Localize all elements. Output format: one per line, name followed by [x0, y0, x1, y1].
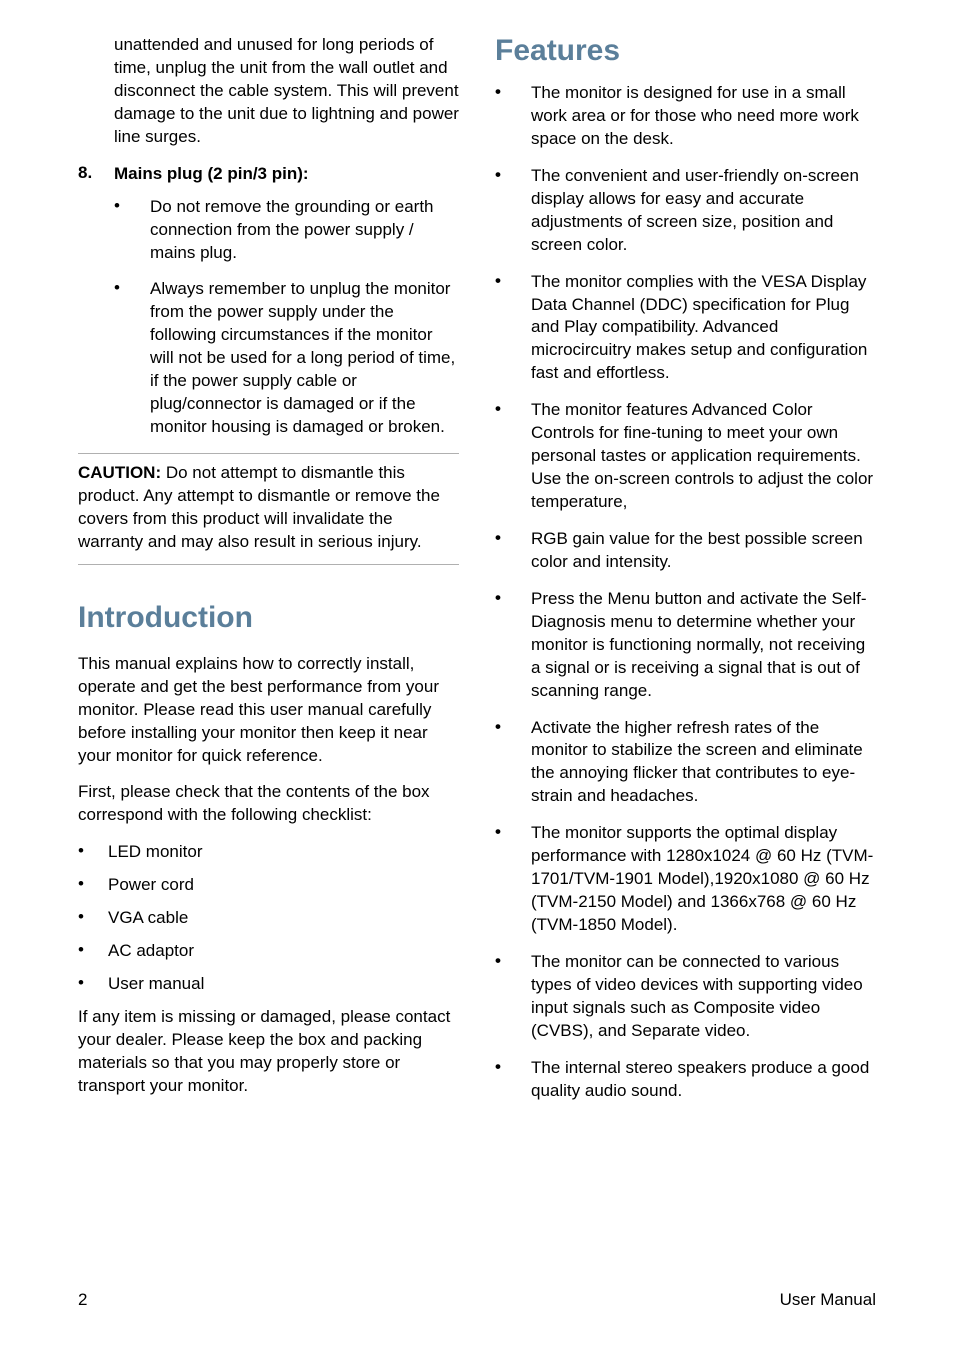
feature-text: The monitor complies with the VESA Displ…	[531, 271, 876, 386]
features-heading: Features	[495, 34, 876, 68]
feature-item: • RGB gain value for the best possible s…	[495, 528, 876, 574]
sub-bullet-list: • Do not remove the grounding or earth c…	[78, 196, 459, 439]
checklist-text: AC adaptor	[108, 940, 194, 963]
feature-item: • The convenient and user-friendly on-sc…	[495, 165, 876, 257]
feature-item: • The monitor complies with the VESA Dis…	[495, 271, 876, 386]
feature-text: The internal stereo speakers produce a g…	[531, 1057, 876, 1103]
intro-paragraph-1: This manual explains how to correctly in…	[78, 653, 459, 768]
bullet-dot: •	[114, 278, 150, 439]
bullet-dot: •	[495, 717, 531, 809]
checklist-item: • AC adaptor	[78, 940, 459, 963]
feature-item: • Press the Menu button and activate the…	[495, 588, 876, 703]
feature-text: The convenient and user-friendly on-scre…	[531, 165, 876, 257]
sub-bullet-text: Do not remove the grounding or earth con…	[150, 196, 459, 265]
checklist-text: VGA cable	[108, 907, 188, 930]
intro-paragraph-2: First, please check that the contents of…	[78, 781, 459, 827]
checklist-text: LED monitor	[108, 841, 202, 864]
bullet-dot: •	[495, 588, 531, 703]
page-number: 2	[78, 1290, 87, 1310]
bullet-dot: •	[495, 82, 531, 151]
footer: 2 User Manual	[78, 1290, 876, 1310]
feature-text: The monitor supports the optimal display…	[531, 822, 876, 937]
bullet-dot: •	[114, 196, 150, 265]
bullet-dot: •	[78, 841, 108, 864]
continuation-text: unattended and unused for long periods o…	[78, 34, 459, 149]
checklist-item: • LED monitor	[78, 841, 459, 864]
feature-item: • The monitor is designed for use in a s…	[495, 82, 876, 151]
item-title: Mains plug (2 pin/3 pin):	[114, 163, 309, 186]
features-list: • The monitor is designed for use in a s…	[495, 82, 876, 1103]
caution-block: CAUTION: Do not attempt to dismantle thi…	[78, 462, 459, 554]
feature-text: The monitor features Advanced Color Cont…	[531, 399, 876, 514]
sub-bullet-item: • Do not remove the grounding or earth c…	[114, 196, 459, 265]
checklist-text: User manual	[108, 973, 204, 996]
sub-bullet-item: • Always remember to unplug the monitor …	[114, 278, 459, 439]
feature-text: Activate the higher refresh rates of the…	[531, 717, 876, 809]
feature-text: Press the Menu button and activate the S…	[531, 588, 876, 703]
checklist-text: Power cord	[108, 874, 194, 897]
feature-item: • The monitor features Advanced Color Co…	[495, 399, 876, 514]
feature-item: • The monitor supports the optimal displ…	[495, 822, 876, 937]
checklist-item: • VGA cable	[78, 907, 459, 930]
left-column: unattended and unused for long periods o…	[78, 34, 459, 1117]
doc-title: User Manual	[780, 1290, 876, 1310]
checklist-item: • User manual	[78, 973, 459, 996]
feature-item: • Activate the higher refresh rates of t…	[495, 717, 876, 809]
bullet-dot: •	[78, 973, 108, 996]
bullet-dot: •	[78, 907, 108, 930]
bullet-dot: •	[495, 1057, 531, 1103]
feature-text: The monitor is designed for use in a sma…	[531, 82, 876, 151]
bullet-dot: •	[495, 271, 531, 386]
bullet-dot: •	[78, 874, 108, 897]
right-column: Features • The monitor is designed for u…	[495, 34, 876, 1117]
intro-paragraph-3: If any item is missing or damaged, pleas…	[78, 1006, 459, 1098]
divider	[78, 453, 459, 454]
bullet-dot: •	[495, 528, 531, 574]
divider	[78, 564, 459, 565]
item-number: 8.	[78, 163, 114, 186]
checklist-item: • Power cord	[78, 874, 459, 897]
feature-item: • The internal stereo speakers produce a…	[495, 1057, 876, 1103]
feature-item: • The monitor can be connected to variou…	[495, 951, 876, 1043]
caution-label: CAUTION:	[78, 463, 161, 482]
numbered-item-8: 8. Mains plug (2 pin/3 pin):	[78, 163, 459, 186]
bullet-dot: •	[495, 822, 531, 937]
bullet-dot: •	[78, 940, 108, 963]
feature-text: The monitor can be connected to various …	[531, 951, 876, 1043]
checklist: • LED monitor • Power cord • VGA cable •…	[78, 841, 459, 996]
bullet-dot: •	[495, 165, 531, 257]
sub-bullet-text: Always remember to unplug the monitor fr…	[150, 278, 459, 439]
feature-text: RGB gain value for the best possible scr…	[531, 528, 876, 574]
bullet-dot: •	[495, 399, 531, 514]
introduction-heading: Introduction	[78, 601, 459, 635]
bullet-dot: •	[495, 951, 531, 1043]
